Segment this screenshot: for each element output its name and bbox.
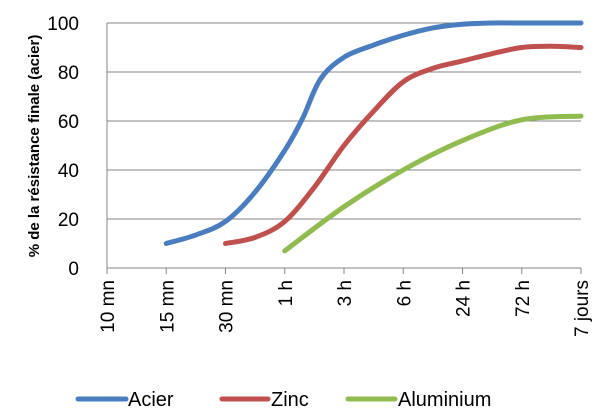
y-tick-label: 0 <box>68 259 79 280</box>
legend-label: Zinc <box>271 389 309 409</box>
x-tick-layer: 10 mn 15 mn 30 mn 1 h 3 h 6 h 24 h 72 h 7 jours <box>98 280 593 337</box>
x-tick-label: 24 h <box>454 280 475 317</box>
x-tick-label: 72 h <box>513 280 534 317</box>
series-layer <box>163 20 584 254</box>
series-line-acier <box>163 20 584 246</box>
x-tick-label: 30 mn <box>217 280 238 333</box>
y-tick-label: 80 <box>58 63 79 84</box>
y-tick-layer: 0 20 40 60 80 100 <box>47 14 79 280</box>
legend: Acier Zinc Aluminium <box>75 389 491 409</box>
x-tick-label: 1 h <box>276 280 297 306</box>
y-axis-title: % de la résistance finale (acier) <box>26 35 43 258</box>
x-tick-label: 3 h <box>335 280 356 306</box>
x-tick-label: 10 mn <box>98 280 119 333</box>
x-tick-label: 15 mn <box>157 280 178 333</box>
legend-label: Acier <box>128 389 174 409</box>
series-line-zinc <box>223 43 584 246</box>
y-tick-label: 40 <box>58 161 79 182</box>
grid-layer <box>107 22 581 220</box>
legend-label: Aluminium <box>398 389 491 409</box>
x-tick-label: 6 h <box>394 280 415 306</box>
axis-layer <box>106 23 582 274</box>
y-tick-label: 100 <box>47 14 79 35</box>
x-tick-label: 7 jours <box>572 280 593 337</box>
y-tick-label: 60 <box>58 112 79 133</box>
y-tick-label: 20 <box>58 210 79 231</box>
series-line-aluminium <box>282 113 584 254</box>
